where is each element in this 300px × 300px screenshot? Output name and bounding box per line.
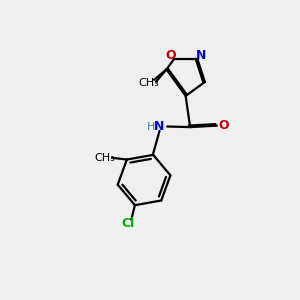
Text: CH₃: CH₃ <box>138 78 159 88</box>
Text: N: N <box>196 49 206 62</box>
Text: O: O <box>165 49 175 62</box>
Text: H: H <box>146 122 155 131</box>
Text: CH₃: CH₃ <box>95 153 116 163</box>
Text: Cl: Cl <box>122 217 135 230</box>
Text: N: N <box>154 120 165 133</box>
Text: O: O <box>218 119 229 132</box>
